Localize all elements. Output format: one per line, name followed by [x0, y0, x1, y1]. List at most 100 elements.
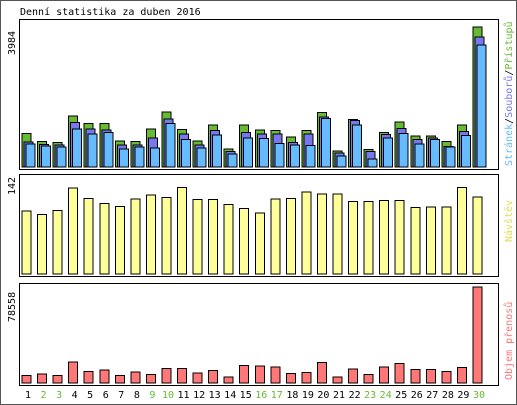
volume-panel: 78558 Objem přenosů — [7, 283, 515, 386]
volume-bar — [192, 372, 203, 384]
volume-bar — [130, 371, 141, 384]
pages-bar — [103, 131, 114, 168]
pages-bar — [352, 124, 363, 168]
day-label: 15 — [240, 390, 252, 401]
day-label: 8 — [134, 390, 140, 401]
legend-pages: Stránek — [503, 124, 515, 166]
pages-bar — [336, 155, 347, 168]
pages-bar — [383, 137, 394, 168]
visits-bar — [472, 196, 483, 275]
visits-bar — [270, 198, 281, 275]
visits-bar — [192, 199, 203, 275]
volume-bar — [316, 361, 327, 384]
volume-bar — [425, 368, 436, 384]
day-label: 14 — [224, 390, 236, 401]
visits-bar — [208, 199, 219, 275]
volume-panel-frame — [19, 283, 499, 386]
legend-separator-2: / — [504, 70, 515, 76]
volume-bar — [456, 367, 467, 384]
visits-bar — [177, 187, 187, 275]
day-label: 16 — [255, 390, 267, 401]
volume-bar — [270, 366, 281, 384]
visits-bar — [68, 187, 79, 275]
day-label: 3 — [56, 390, 62, 401]
visits-bar — [301, 191, 312, 275]
visits-panel-frame — [19, 174, 499, 277]
visits-bar — [410, 207, 421, 275]
visits-bar — [161, 197, 172, 275]
visits-bar — [52, 210, 63, 275]
day-label: 11 — [177, 390, 189, 401]
pages-bar — [25, 143, 36, 168]
volume-bar — [254, 365, 265, 384]
pages-bar — [134, 146, 145, 168]
volume-bar — [223, 376, 234, 384]
pages-bar — [118, 148, 129, 168]
volume-bar — [161, 368, 172, 384]
pages-bar — [305, 145, 316, 168]
volume-bars — [21, 286, 483, 384]
day-label: 9 — [149, 390, 155, 401]
legend-hits: Přístupů — [503, 21, 515, 69]
visits-bar — [316, 193, 327, 275]
day-label: 5 — [87, 390, 93, 401]
day-label: 20 — [317, 390, 329, 401]
day-label: 7 — [118, 390, 124, 401]
day-label: 21 — [333, 390, 345, 401]
visits-bar — [83, 197, 94, 275]
pages-bar — [429, 139, 440, 168]
day-label: 29 — [457, 390, 469, 401]
pages-bar — [165, 122, 176, 168]
visits-bar — [21, 210, 32, 275]
volume-bar — [379, 366, 390, 384]
day-label: 1 — [25, 390, 31, 401]
volume-bar — [145, 373, 156, 384]
day-label: 23 — [364, 390, 376, 401]
volume-bar — [301, 372, 312, 384]
day-label: 19 — [302, 390, 314, 401]
pages-bar — [196, 147, 207, 168]
pages-bar — [414, 143, 425, 168]
day-label: 25 — [395, 390, 407, 401]
volume-bar — [68, 361, 79, 384]
pages-bar — [41, 145, 51, 168]
day-label: 10 — [162, 390, 174, 401]
pages-bar — [56, 146, 67, 168]
visits-bar — [394, 199, 405, 275]
day-label: 18 — [286, 390, 298, 401]
day-label: 30 — [473, 390, 485, 401]
volume-bar — [472, 286, 483, 384]
day-label: 4 — [72, 390, 78, 401]
day-labels: 1 2 3 4 5 6 7 8 9 10 11 12 13 14 15 16 17 18 19 20 21 22 23 24 2… — [25, 390, 485, 401]
pages-bar — [212, 134, 223, 168]
volume-bar — [239, 364, 250, 384]
hits-panel-frame — [19, 19, 499, 170]
day-label: 24 — [380, 390, 392, 401]
volume-bar — [114, 374, 125, 384]
day-label: 17 — [271, 390, 283, 401]
visits-panel: 142 Návštěv — [7, 174, 515, 277]
pages-bar — [274, 142, 285, 168]
visits-bar — [254, 212, 265, 275]
pages-bar — [320, 118, 331, 168]
visits-bar — [332, 193, 343, 275]
pages-bar — [398, 133, 409, 168]
day-label: 12 — [193, 390, 205, 401]
volume-bar — [83, 370, 94, 384]
visits-bar — [239, 207, 250, 275]
hits-legend: Stránek/Souborů/Přístupů — [503, 21, 515, 166]
visits-bar — [456, 187, 467, 275]
pages-bar — [149, 147, 160, 168]
visits-bar — [130, 198, 141, 275]
pages-bar — [181, 138, 191, 168]
volume-bar — [394, 363, 405, 384]
day-label: 27 — [426, 390, 438, 401]
legend-volume: Objem přenosů — [503, 302, 515, 380]
svg-text:Stránek/Souborů/Přístupů: Stránek/Souborů/Přístupů — [503, 21, 515, 166]
visits-bar — [441, 206, 452, 275]
pages-bar — [258, 138, 269, 168]
pages-bar — [227, 153, 238, 168]
volume-bar — [410, 368, 421, 384]
volume-bar — [99, 369, 110, 384]
pages-bar — [476, 44, 487, 168]
